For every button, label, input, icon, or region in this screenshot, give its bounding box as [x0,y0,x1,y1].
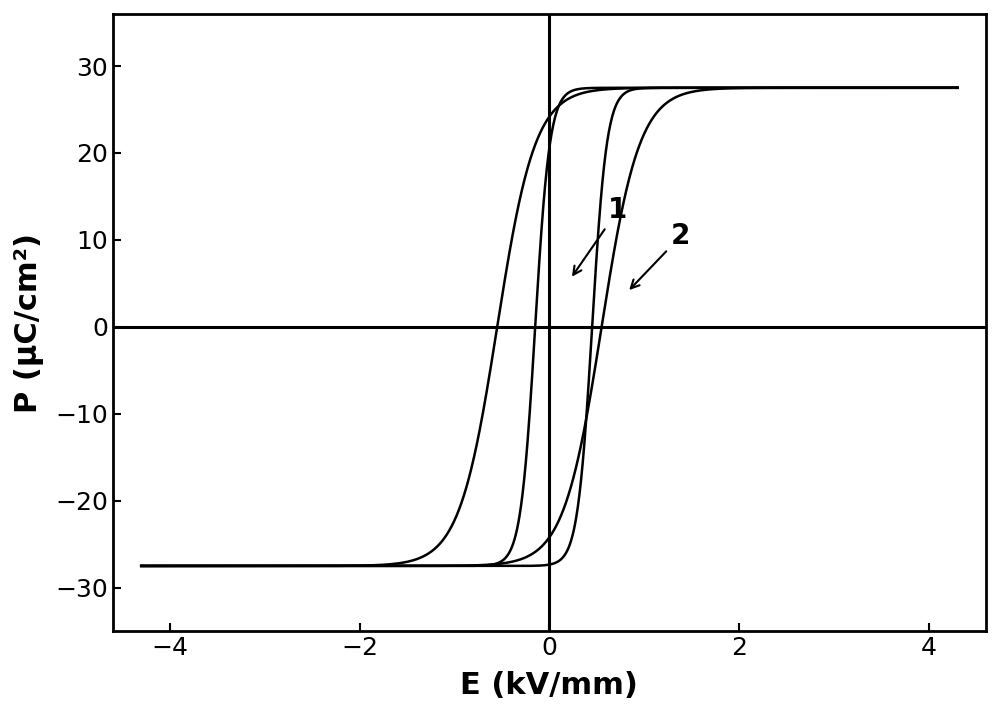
X-axis label: E (kV/mm): E (kV/mm) [460,671,638,700]
Y-axis label: P (μC/cm²): P (μC/cm²) [14,233,44,413]
Text: 2: 2 [631,222,690,288]
Text: 1: 1 [573,196,628,275]
